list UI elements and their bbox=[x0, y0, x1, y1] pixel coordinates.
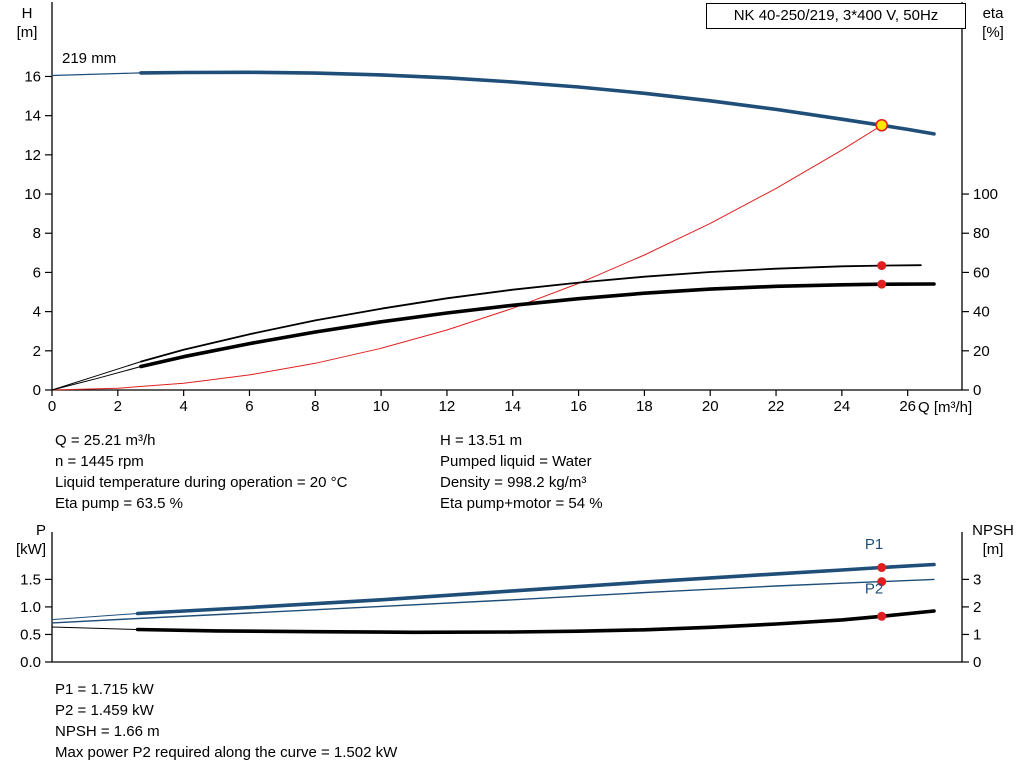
y-tick-left-label: 1.0 bbox=[20, 599, 41, 616]
x-tick-label: 20 bbox=[702, 398, 719, 415]
y-tick-right-label: 2 bbox=[973, 599, 981, 616]
info-line-liquid: Pumped liquid = Water bbox=[440, 453, 592, 470]
eta-pump-motor-point bbox=[877, 279, 887, 289]
y-tick-left-label: 14 bbox=[24, 108, 41, 125]
y-tick-right-label: 100 bbox=[973, 186, 998, 203]
curve-label-p1: P1 bbox=[865, 536, 883, 553]
y-tick-left-label: 4 bbox=[33, 304, 41, 321]
eta-axis-label: eta [%] bbox=[970, 4, 1016, 42]
qh-eta-chart: 0 2 4 6 8 10 12 14 16 18 20 22 24 2602468101214160204… bbox=[24, 2, 998, 415]
info-line-speed: n = 1445 rpm bbox=[55, 453, 144, 470]
eta-pump-point bbox=[877, 261, 887, 271]
y-tick-left-label: 0.0 bbox=[20, 654, 41, 671]
npsh-point bbox=[877, 611, 887, 621]
x-tick-label: 24 bbox=[834, 398, 851, 415]
info-line-flow: Q = 25.21 m³/h bbox=[55, 432, 156, 449]
info-line-density: Density = 998.2 kg/m³ bbox=[440, 474, 587, 491]
power-axis-symbol: P bbox=[35, 522, 46, 539]
series-head-curve-lead bbox=[51, 72, 142, 77]
series-p1-curve bbox=[135, 562, 936, 616]
y-tick-left-label: 6 bbox=[33, 264, 41, 281]
y-tick-left-label: 16 bbox=[24, 68, 41, 85]
series-npsh-curve bbox=[135, 609, 936, 635]
flow-axis-label: Q [m³/h] bbox=[918, 399, 973, 416]
y-tick-right-label: 0 bbox=[973, 654, 981, 671]
npsh-axis-unit: [m] bbox=[982, 541, 1004, 558]
series-eta-pump-lead bbox=[51, 361, 142, 391]
head-axis-symbol: H bbox=[21, 5, 33, 22]
y-tick-right-label: 40 bbox=[973, 304, 990, 321]
series-eta-pump-motor-lead bbox=[51, 366, 142, 391]
p2-point bbox=[877, 577, 887, 587]
duty-info-right: H = 13.51 m Pumped liquid = Water Densit… bbox=[440, 430, 603, 514]
impeller-diameter-label: 219 mm bbox=[62, 50, 117, 67]
x-tick-label: 6 bbox=[245, 398, 253, 415]
y-tick-left-label: 2 bbox=[33, 343, 41, 360]
p1-point bbox=[877, 563, 887, 573]
duty-info-left: Q = 25.21 m³/h n = 1445 rpm Liquid tempe… bbox=[55, 430, 347, 514]
duty-point[interactable] bbox=[875, 118, 888, 132]
curve-label-p2: P2 bbox=[865, 581, 883, 598]
x-tick-label: 14 bbox=[504, 398, 521, 415]
series-npsh-lead bbox=[51, 626, 139, 630]
series-p2-curve bbox=[51, 578, 935, 624]
power-axis-label: P [kW] bbox=[0, 521, 46, 559]
info-line-max-power: Max power P2 required along the curve = … bbox=[55, 744, 398, 761]
eta-axis-symbol: eta bbox=[982, 5, 1004, 22]
eta-axis-unit: [%] bbox=[982, 24, 1004, 41]
head-axis-label: H [m] bbox=[8, 4, 46, 42]
y-tick-left-label: 0.5 bbox=[20, 626, 41, 643]
y-tick-left-label: 0 bbox=[33, 382, 41, 399]
x-tick-label: 16 bbox=[570, 398, 587, 415]
y-tick-right-label: 60 bbox=[973, 264, 990, 281]
info-line-p1: P1 = 1.715 kW bbox=[55, 681, 154, 698]
info-line-p2: P2 = 1.459 kW bbox=[55, 702, 154, 719]
y-tick-left-label: 12 bbox=[24, 147, 41, 164]
x-tick-label: 0 bbox=[48, 398, 56, 415]
y-tick-right-label: 1 bbox=[973, 626, 981, 643]
y-tick-right-label: 20 bbox=[973, 343, 990, 360]
info-line-temperature: Liquid temperature during operation = 20… bbox=[55, 474, 348, 491]
power-axis-unit: [kW] bbox=[16, 541, 46, 558]
x-tick-label: 12 bbox=[439, 398, 456, 415]
series-p1-lead bbox=[51, 613, 139, 621]
x-tick-label: 18 bbox=[636, 398, 653, 415]
y-tick-left-label: 1.5 bbox=[20, 571, 41, 588]
y-tick-left-label: 8 bbox=[33, 225, 41, 242]
info-line-eta-pump-motor: Eta pump+motor = 54 % bbox=[440, 495, 603, 512]
series-eta-pump-curve bbox=[139, 264, 922, 363]
pump-title-box: NK 40-250/219, 3*400 V, 50Hz bbox=[706, 3, 966, 29]
x-tick-label: 2 bbox=[114, 398, 122, 415]
npsh-axis-label: NPSH [m] bbox=[964, 521, 1022, 559]
power-npsh-chart: 0.0 0.5 1.0 1.5 0 1 2 3 P1 P2 bbox=[20, 532, 981, 671]
x-tick-label: 26 bbox=[899, 398, 916, 415]
y-tick-left-label: 10 bbox=[24, 186, 41, 203]
x-tick-label: 22 bbox=[768, 398, 785, 415]
info-line-eta-pump: Eta pump = 63.5 % bbox=[55, 495, 183, 512]
info-line-head: H = 13.51 m bbox=[440, 432, 523, 449]
series-affinity-parabola bbox=[51, 124, 883, 391]
npsh-axis-symbol: NPSH bbox=[972, 522, 1014, 539]
series-head-curve bbox=[139, 70, 936, 136]
x-tick-label: 10 bbox=[373, 398, 390, 415]
series-eta-pump-motor-curve bbox=[139, 282, 936, 369]
x-tick-label: 4 bbox=[179, 398, 187, 415]
x-tick-label: 8 bbox=[311, 398, 319, 415]
y-tick-right-label: 80 bbox=[973, 225, 990, 242]
y-tick-right-label: 0 bbox=[973, 382, 981, 399]
info-line-npsh: NPSH = 1.66 m bbox=[55, 723, 160, 740]
power-info-block: P1 = 1.715 kW P2 = 1.459 kW NPSH = 1.66 … bbox=[55, 679, 397, 763]
head-axis-unit: [m] bbox=[16, 24, 38, 41]
y-tick-right-label: 3 bbox=[973, 571, 981, 588]
